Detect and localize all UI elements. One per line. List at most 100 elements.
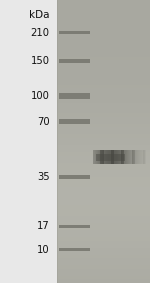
Bar [110,150,111,164]
Bar [57,77,150,82]
Bar [103,150,104,164]
Bar [141,150,142,164]
Bar [57,7,150,11]
Text: 35: 35 [37,172,50,182]
Bar [57,102,150,106]
Bar [57,38,150,42]
Bar [57,215,150,219]
Bar [58,119,90,124]
Bar [130,150,131,164]
Bar [94,150,95,164]
Text: 70: 70 [37,117,50,127]
Bar [57,91,150,96]
Bar [57,251,150,255]
Bar [57,183,150,187]
Bar [126,150,127,164]
Bar [122,150,123,164]
Bar [57,173,150,177]
Bar [58,31,90,34]
Bar [94,150,95,164]
Bar [98,150,99,164]
Bar [57,116,150,120]
Bar [57,81,150,85]
Bar [119,150,120,164]
Bar [57,0,150,283]
Bar [57,275,150,280]
Bar [57,17,150,21]
Bar [57,28,150,32]
Bar [132,150,133,164]
Bar [123,150,124,164]
Bar [57,258,150,262]
Bar [57,46,150,50]
Bar [140,150,141,164]
Bar [114,150,115,164]
Bar [123,150,124,164]
Bar [57,31,150,35]
Bar [99,150,100,164]
Bar [57,148,150,152]
Bar [145,150,146,164]
Bar [57,265,150,269]
Bar [57,201,150,205]
Bar [57,237,150,241]
Bar [57,205,150,209]
Bar [96,150,97,164]
Bar [97,150,98,164]
Bar [57,106,150,110]
Bar [58,225,90,228]
Bar [57,120,150,124]
Bar [136,150,137,164]
Bar [57,190,150,195]
Bar [57,180,150,184]
Bar [109,150,110,164]
Bar [57,155,150,159]
Bar [58,93,90,99]
Bar [57,243,150,248]
Bar [58,175,90,179]
Bar [57,0,150,3]
Bar [124,150,125,164]
Bar [57,151,150,156]
Bar [57,279,150,283]
Bar [57,162,150,166]
Bar [57,35,150,39]
Bar [104,150,105,164]
Bar [144,150,145,164]
Text: 10: 10 [37,245,50,255]
Bar [143,150,144,164]
Bar [57,42,150,46]
Bar [57,166,150,170]
Bar [57,212,150,216]
Bar [139,150,140,164]
Bar [134,150,135,164]
Bar [57,24,150,28]
Bar [108,150,109,164]
Bar [109,150,110,164]
Bar [135,150,136,164]
Bar [144,150,145,164]
Bar [57,109,150,113]
Bar [118,150,119,164]
Bar [57,95,150,99]
Bar [103,150,104,164]
Bar [57,158,150,163]
Bar [106,150,107,164]
Bar [120,150,121,164]
Bar [57,14,150,18]
Bar [57,268,150,272]
Bar [142,150,143,164]
Bar [129,150,130,164]
Bar [102,150,103,164]
Bar [57,63,150,67]
Bar [111,150,112,164]
Bar [105,150,106,164]
Bar [131,150,132,164]
Bar [136,150,137,164]
Bar [121,150,122,164]
Bar [57,84,150,88]
Bar [57,141,150,145]
Bar [57,10,150,14]
Bar [93,150,94,164]
Bar [57,229,150,233]
